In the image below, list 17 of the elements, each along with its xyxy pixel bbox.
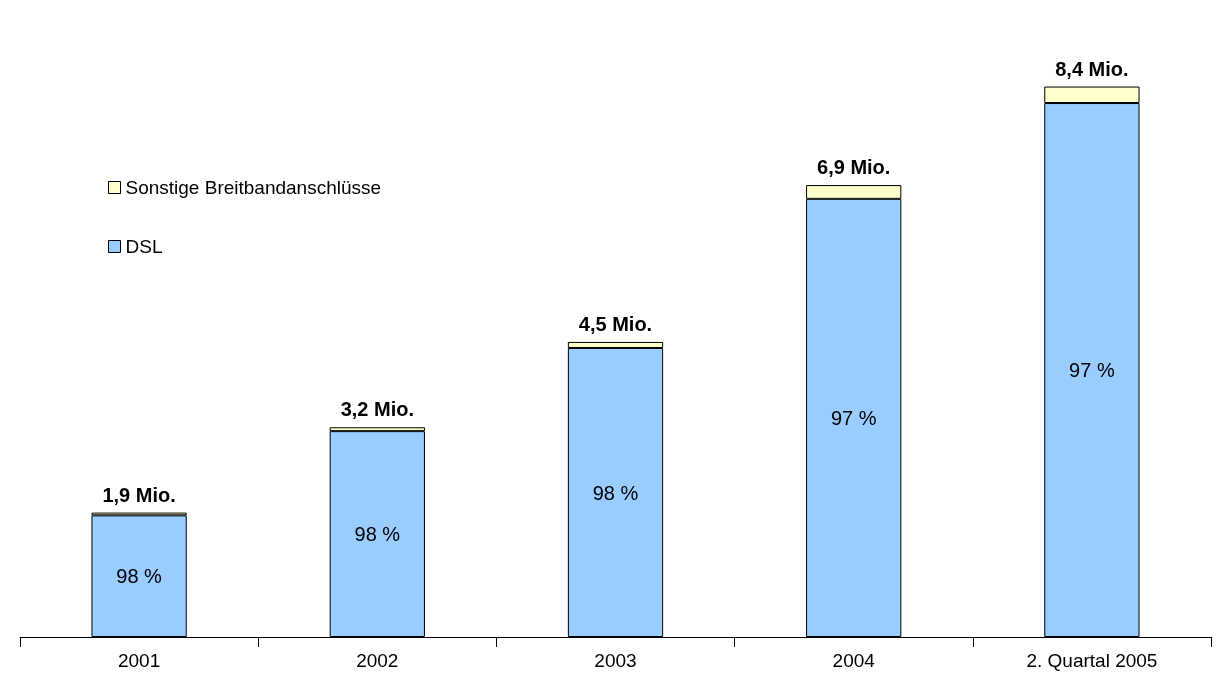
x-tick-label: 2. Quartal 2005 — [1026, 650, 1158, 671]
annotation: 97 % — [1069, 359, 1115, 382]
legend-label: Sonstige Breitbandanschlüsse — [125, 177, 382, 198]
annotation: 1,9 Mio. — [102, 483, 176, 506]
annotation: 8,4 Mio. — [1055, 57, 1129, 80]
annotation: 4,5 Mio. — [578, 312, 653, 335]
legend-label: DSL — [125, 236, 163, 257]
x-tick-label: 2001 — [117, 650, 161, 671]
x-tick-label: 2003 — [594, 650, 637, 671]
x-tick-label: 2004 — [832, 650, 876, 671]
annotation: 97 % — [830, 406, 877, 429]
annotation: 6,9 Mio. — [817, 156, 891, 179]
annotation: 98 % — [116, 565, 163, 588]
x-tick-label: 2002 — [356, 650, 399, 671]
annotation: 98 % — [592, 481, 639, 504]
annotation: 98 % — [354, 523, 401, 546]
annotation: 3,2 Mio. — [340, 398, 414, 421]
